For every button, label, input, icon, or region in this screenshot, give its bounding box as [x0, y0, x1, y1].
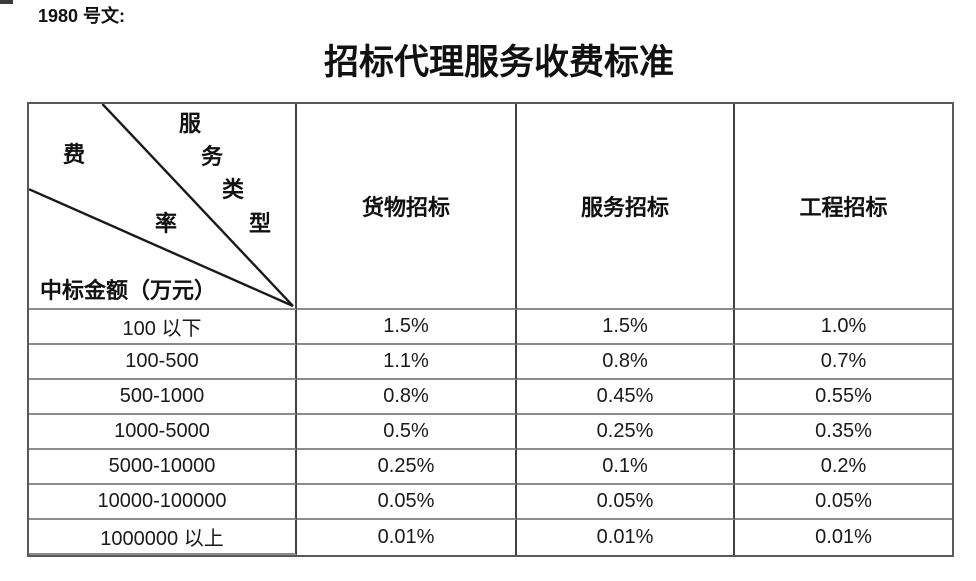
table-row: 500-1000 0.8% 0.45% 0.55% — [29, 380, 952, 415]
rate-cell: 1.1% — [297, 345, 517, 380]
column-header-engineering-bidding: 工程招标 — [735, 104, 952, 310]
corner-amount-label: 中标金额（万元） — [40, 278, 217, 303]
row-range-label: 5000-10000 — [29, 450, 297, 485]
header-row: 服 务 类 型 费 率 中标金额（万元） 货物招标 服务招标 工程招标 — [29, 104, 952, 310]
rate-cell: 0.8% — [297, 380, 517, 415]
rate-cell: 0.55% — [735, 380, 952, 415]
row-range-label: 100-500 — [29, 345, 297, 380]
table-row: 100-500 1.1% 0.8% 0.7% — [29, 345, 952, 380]
rate-cell: 0.45% — [517, 380, 735, 415]
rate-cell: 0.05% — [297, 485, 517, 520]
corner-fee-rate-char-2: 率 — [155, 211, 178, 236]
rate-cell: 0.01% — [297, 520, 517, 555]
rate-cell: 0.01% — [517, 520, 735, 555]
corner-service-type-char-4: 型 — [249, 211, 272, 236]
rate-cell: 1.0% — [735, 310, 952, 345]
rate-cell: 0.05% — [517, 485, 735, 520]
row-range-label: 500-1000 — [29, 380, 297, 415]
rate-cell: 0.8% — [517, 345, 735, 380]
rate-cell: 1.5% — [297, 310, 517, 345]
rate-cell: 0.05% — [735, 485, 952, 520]
rate-cell: 0.35% — [735, 415, 952, 450]
table-row: 1000000 以上 0.01% 0.01% 0.01% — [29, 520, 952, 555]
column-header-service-bidding: 服务招标 — [517, 104, 735, 310]
table-row: 100 以下 1.5% 1.5% 1.0% — [29, 310, 952, 345]
corner-service-type-char-3: 类 — [222, 177, 245, 202]
corner-header-cell: 服 务 类 型 费 率 中标金额（万元） — [29, 104, 297, 310]
rate-cell: 0.5% — [297, 415, 517, 450]
corner-fee-rate-char-1: 费 — [63, 142, 86, 167]
rate-cell: 0.1% — [517, 450, 735, 485]
row-range-label: 1000000 以上 — [29, 520, 297, 555]
rate-cell: 0.01% — [735, 520, 952, 555]
rate-cell: 0.2% — [735, 450, 952, 485]
row-range-label: 100 以下 — [29, 310, 297, 345]
row-range-label: 1000-5000 — [29, 415, 297, 450]
corner-service-type-char-1: 服 — [179, 111, 202, 136]
screen-edge-artifact — [0, 0, 13, 4]
rate-cell: 1.5% — [517, 310, 735, 345]
rate-cell: 0.7% — [735, 345, 952, 380]
corner-service-type-char-2: 务 — [201, 144, 224, 169]
row-range-label: 10000-100000 — [29, 485, 297, 520]
doc-ref-label: 1980 号文: — [38, 6, 126, 26]
column-header-goods-bidding: 货物招标 — [297, 104, 517, 310]
fee-standard-table: 服 务 类 型 费 率 中标金额（万元） 货物招标 服务招标 工程招标 100 … — [27, 102, 954, 557]
rate-cell: 0.25% — [517, 415, 735, 450]
page-title: 招标代理服务收费标准 — [323, 43, 675, 82]
rate-cell: 0.25% — [297, 450, 517, 485]
diagonal-divider-lines-icon — [29, 104, 294, 308]
table-row: 5000-10000 0.25% 0.1% 0.2% — [29, 450, 952, 485]
table-row: 10000-100000 0.05% 0.05% 0.05% — [29, 485, 952, 520]
table-row: 1000-5000 0.5% 0.25% 0.35% — [29, 415, 952, 450]
